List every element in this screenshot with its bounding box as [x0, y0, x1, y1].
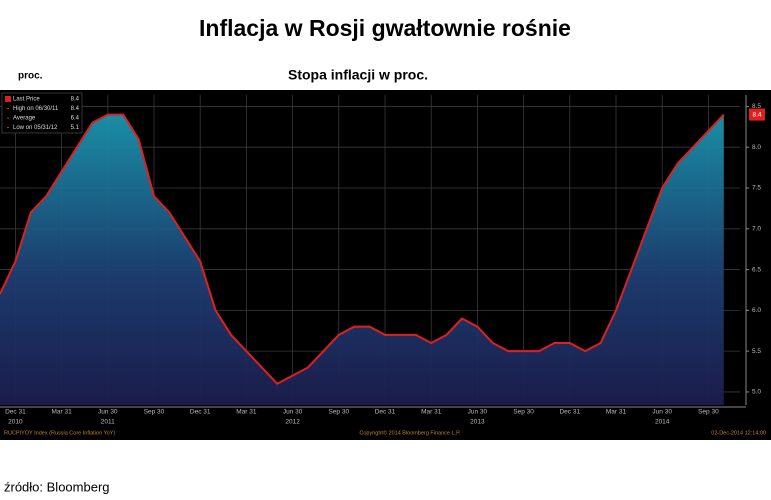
x-tick-label: Dec 31: [559, 409, 580, 416]
y-tick-label: 8.0: [752, 144, 761, 151]
source: źródło: Bloomberg: [4, 479, 110, 494]
y-tick-label: 7.0: [752, 226, 761, 233]
y-axis-label: proc.: [18, 71, 43, 82]
x-tick-label: Dec 31: [190, 409, 211, 416]
last-price-label: 8.4: [752, 111, 761, 118]
last-price-tag: [749, 108, 765, 121]
line: [0, 113, 725, 386]
x-tick-label: Jun 30: [652, 409, 672, 416]
footer-text: RUCPIYOY Index (Russia Core Inflation Yo…: [4, 430, 115, 436]
legend-label: High on 06/30/11: [13, 106, 59, 112]
x-tick-label: Dec 31: [5, 409, 26, 416]
legend-value: 5.1: [71, 125, 80, 131]
legend-label: Average: [13, 116, 36, 122]
legend-value: 8.4: [71, 97, 80, 103]
x-tick-label: Dec 31: [375, 409, 396, 416]
x-tick-label: Sep 30: [513, 409, 534, 416]
x-tick-label: Jun 30: [98, 409, 118, 416]
year-label: 2013: [470, 419, 485, 426]
legend-label: Low on 05/31/12: [13, 125, 58, 131]
legend-box: [1, 92, 83, 134]
y-tick-label: 5.5: [752, 348, 761, 355]
x-tick-label: Mar 31: [606, 409, 627, 416]
x-tick-label: Sep 30: [328, 409, 349, 416]
footer-text: Copyright© 2014 Bloomberg Finance L.P.: [359, 429, 461, 436]
year-label: 2014: [655, 419, 670, 426]
x-tick-label: Mar 31: [421, 409, 442, 416]
y-tick-label: 6.5: [752, 266, 761, 273]
x-tick-label: Jun 30: [468, 409, 488, 416]
x-tick-label: Mar 31: [236, 409, 257, 416]
y-tick-label: 8.5: [752, 103, 761, 110]
x-tick-label: Sep 30: [144, 409, 165, 416]
legend-label: Last Price: [13, 97, 40, 103]
area: [0, 114, 724, 405]
footer-text: 02-Dec-2014 12:14:00: [711, 430, 766, 436]
legend-swatch: [5, 96, 11, 102]
year-label: 2012: [285, 419, 300, 426]
y-tick-label: 7.5: [752, 185, 761, 192]
chart-title: Inflacja w Rosji gwałtownie rośnie: [199, 15, 571, 41]
chart-subtitle: Stopa inflacji w proc.: [288, 67, 428, 83]
legend-value: 8.4: [71, 106, 80, 112]
y-tick-label: 5.0: [752, 389, 761, 396]
year-label: 2011: [101, 419, 115, 426]
legend-value: 6.4: [71, 116, 80, 122]
y-tick-label: 6.0: [752, 307, 761, 314]
year-label: 2010: [8, 419, 23, 426]
x-tick-label: Mar 31: [51, 409, 72, 416]
x-tick-label: Jun 30: [283, 409, 303, 416]
x-tick-label: Sep 30: [698, 409, 719, 416]
